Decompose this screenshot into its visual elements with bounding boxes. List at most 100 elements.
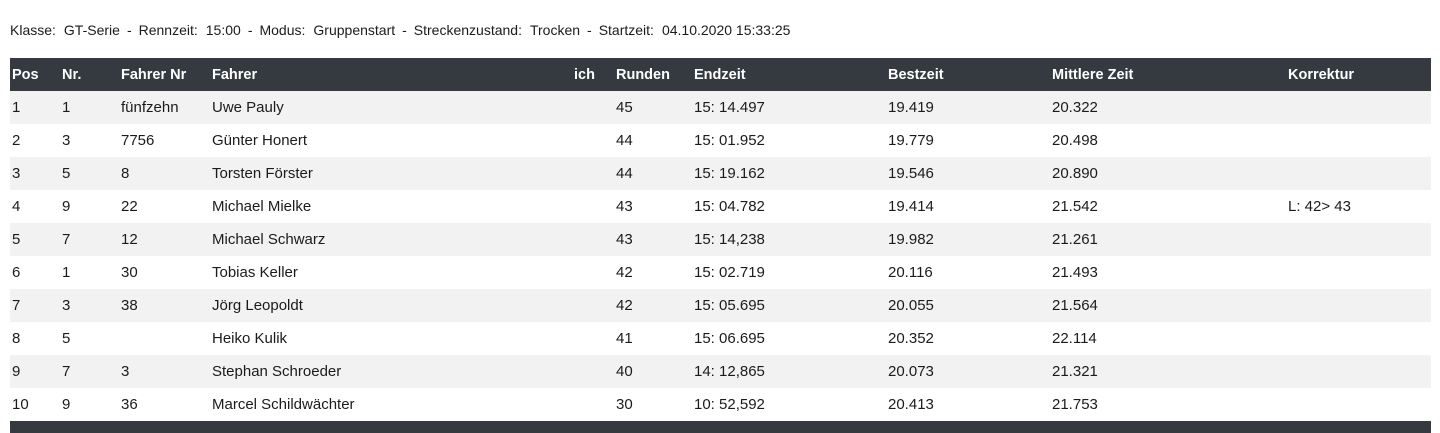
table-cell: 42: [616, 297, 633, 314]
column-header: Runden: [614, 58, 692, 91]
table-cell: 22: [121, 198, 138, 215]
meta-separator: -: [587, 22, 592, 38]
column-header: Endzeit: [692, 58, 886, 91]
table-cell: 43: [616, 231, 633, 248]
meta-value: GT-Serie: [63, 22, 120, 38]
table-cell: 30: [121, 264, 138, 281]
table-cell: [1286, 289, 1431, 322]
table-cell: L: 42> 43: [1288, 198, 1351, 215]
next-table-header-partial: [10, 421, 1431, 433]
table-cell: 10: 52,592: [694, 396, 765, 413]
meta-label: Rennzeit:: [138, 22, 198, 38]
table-row: 6 1 30 Tobias Keller 42 15: 02.719 20.116 21.49…: [10, 256, 1431, 289]
meta-value: 15:00: [205, 22, 241, 38]
table-cell: 19.779: [888, 132, 934, 149]
column-header: ich: [572, 58, 614, 91]
table-cell: Torsten Förster: [212, 165, 313, 182]
column-header: Korrektur: [1286, 58, 1431, 91]
table-cell: [572, 289, 614, 322]
table-row: 1 1 fünfzehn Uwe Pauly 45 15: 14.497 19.419 20.…: [10, 91, 1431, 124]
table-cell: 15: 19.162: [694, 165, 765, 182]
table-cell: Marcel Schildwächter: [212, 396, 355, 413]
meta-value: 04.10.2020 15:33:25: [661, 22, 791, 38]
table-cell: 5: [12, 231, 21, 248]
table-cell: 19.982: [888, 231, 934, 248]
table-cell: 30: [616, 396, 633, 413]
results-table-body: 1 1 fünfzehn Uwe Pauly 45 15: 14.497 19.419 20.…: [10, 91, 1431, 421]
table-cell: 19.419: [888, 99, 934, 116]
table-cell: [1286, 355, 1431, 388]
table-cell: 19.414: [888, 198, 934, 215]
meta-separator: -: [247, 22, 253, 38]
table-cell: 15: 05.695: [694, 297, 765, 314]
table-cell: 8: [12, 330, 21, 347]
race-info-line: Klasse: GT-Serie - Rennzeit: 15:00- Modus: Gru…: [0, 0, 1440, 38]
table-cell: 15: 01.952: [694, 132, 765, 149]
results-table: Pos Nr. Fahrer Nr Fahrer ich Runden Endzeit Bes…: [10, 58, 1431, 421]
table-cell: 19.546: [888, 165, 934, 182]
table-cell: 5: [62, 330, 71, 347]
column-header: Fahrer Nr: [119, 58, 210, 91]
table-cell: 15: 14,238: [694, 231, 765, 248]
table-cell: 3: [12, 165, 21, 182]
table-cell: 4: [12, 198, 21, 215]
table-cell: 20.352: [888, 330, 934, 347]
table-cell: [1286, 157, 1431, 190]
table-cell: Stephan Schroeder: [212, 363, 342, 380]
table-cell: [572, 223, 614, 256]
meta-label: Modus:: [259, 22, 306, 38]
table-cell: 38: [121, 297, 138, 314]
table-cell: 42: [616, 264, 633, 281]
table-cell: 12: [121, 231, 138, 248]
meta-value: Gruppenstart: [313, 22, 396, 38]
table-cell: 3: [62, 132, 71, 149]
table-row: 7 3 38 Jörg Leopoldt 42 15: 05.695 20.055 21.56…: [10, 289, 1431, 322]
table-cell: Michael Schwarz: [212, 231, 326, 248]
table-cell: 20.322: [1052, 99, 1098, 116]
table-cell: 20.498: [1052, 132, 1098, 149]
meta-separator: -: [402, 22, 407, 38]
table-cell: 14: 12,865: [694, 363, 765, 380]
table-cell: 3: [62, 297, 71, 314]
table-cell: fünfzehn: [121, 99, 179, 116]
table-cell: 2: [12, 132, 21, 149]
table-row: 5 7 12 Michael Schwarz 43 15: 14,238 19.982 21.…: [10, 223, 1431, 256]
table-cell: 21.493: [1052, 264, 1098, 281]
table-cell: Michael Mielke: [212, 198, 312, 215]
column-header: Mittlere Zeit: [1050, 58, 1286, 91]
table-cell: 36: [121, 396, 138, 413]
table-row: 2 3 7756 Günter Honert 44 15: 01.952 19.779 20.…: [10, 124, 1431, 157]
table-cell: 10: [12, 396, 29, 413]
table-cell: 20.413: [888, 396, 934, 413]
column-header: Nr.: [60, 58, 119, 91]
column-header: Fahrer: [210, 58, 572, 91]
table-cell: 6: [12, 264, 21, 281]
table-cell: 44: [616, 132, 633, 149]
column-header: Pos: [10, 58, 60, 91]
table-cell: 21.542: [1052, 198, 1098, 215]
table-cell: 1: [62, 264, 71, 281]
table-cell: [572, 355, 614, 388]
table-cell: 21.753: [1052, 396, 1098, 413]
table-cell: [572, 256, 614, 289]
meta-label: Klasse:: [10, 22, 56, 38]
table-cell: 20.073: [888, 363, 934, 380]
table-cell: [1286, 223, 1431, 256]
table-cell: Günter Honert: [212, 132, 308, 149]
table-row: 3 5 8 Torsten Förster 44 15: 19.162 19.546 20.8…: [10, 157, 1431, 190]
table-cell: [572, 91, 614, 124]
table-cell: Tobias Keller: [212, 264, 298, 281]
table-cell: 7756: [121, 132, 155, 149]
table-cell: 7: [62, 231, 71, 248]
table-cell: [1286, 124, 1431, 157]
results-table-header: Pos Nr. Fahrer Nr Fahrer ich Runden Endzeit Bes…: [10, 58, 1431, 91]
table-cell: 7: [12, 297, 21, 314]
table-cell: [1286, 322, 1431, 355]
table-cell: 21.321: [1052, 363, 1098, 380]
table-cell: 9: [62, 396, 71, 413]
meta-value: Trocken: [529, 22, 581, 38]
table-cell: 15: 14.497: [694, 99, 765, 116]
table-cell: [1286, 91, 1431, 124]
table-cell: [119, 322, 210, 355]
table-cell: 40: [616, 363, 633, 380]
